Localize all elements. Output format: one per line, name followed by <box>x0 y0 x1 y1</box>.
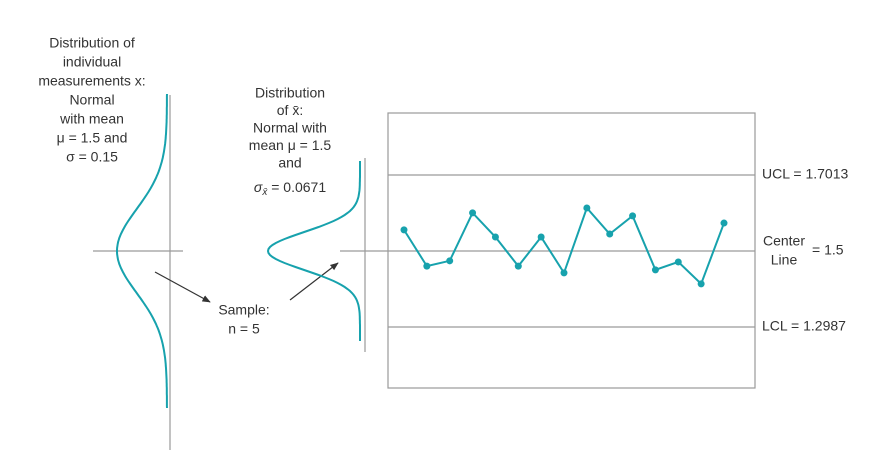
sigma-sub: x̄ <box>261 187 268 198</box>
middle-label: Normal with <box>253 120 327 136</box>
left-label: measurements x: <box>38 73 145 89</box>
sample-mean-point <box>423 262 431 270</box>
center-label: Line <box>771 252 798 268</box>
sample-mean-point <box>606 230 614 238</box>
sample-mean-point <box>560 269 568 277</box>
sample-mean-point <box>629 212 637 220</box>
sample-label: n = 5 <box>228 321 260 337</box>
middle-label: mean μ = 1.5 <box>249 137 332 153</box>
middle-label: of x̄: <box>277 102 303 118</box>
left-label: individual <box>63 54 121 70</box>
left-label: μ = 1.5 and <box>57 130 128 146</box>
sample-mean-point <box>583 204 591 212</box>
individual-distribution <box>116 93 168 409</box>
sample-mean-point <box>720 219 728 227</box>
center-value: = 1.5 <box>812 242 844 258</box>
mean-distribution <box>266 161 361 341</box>
left-label: σ = 0.15 <box>66 149 118 165</box>
sigma: σ <box>254 179 263 195</box>
sample-mean-point <box>674 258 682 266</box>
left-label: with mean <box>59 111 124 127</box>
sample-mean-point <box>651 266 659 274</box>
sample-mean-point <box>446 257 454 265</box>
sample-mean-point <box>469 209 477 217</box>
center-label: Center <box>763 233 805 249</box>
sample-label: Sample: <box>218 302 269 318</box>
sigma-label: σx̄ = 0.0671 <box>254 179 326 198</box>
arrow <box>289 262 339 301</box>
sample-mean-point <box>697 280 705 288</box>
middle-label: and <box>278 155 301 171</box>
sample-mean-point <box>400 226 408 234</box>
left-label: Normal <box>69 92 114 108</box>
sigma-value: = 0.0671 <box>267 179 326 195</box>
sample-mean-point <box>514 262 522 270</box>
lcl-label: LCL = 1.2987 <box>762 318 846 334</box>
ucl-label: UCL = 1.7013 <box>762 166 848 182</box>
middle-label: Distribution <box>255 85 325 101</box>
arrow <box>154 271 211 303</box>
left-label: Distribution of <box>49 35 135 51</box>
sample-mean-point <box>491 233 499 241</box>
sample-mean-point <box>537 233 545 241</box>
